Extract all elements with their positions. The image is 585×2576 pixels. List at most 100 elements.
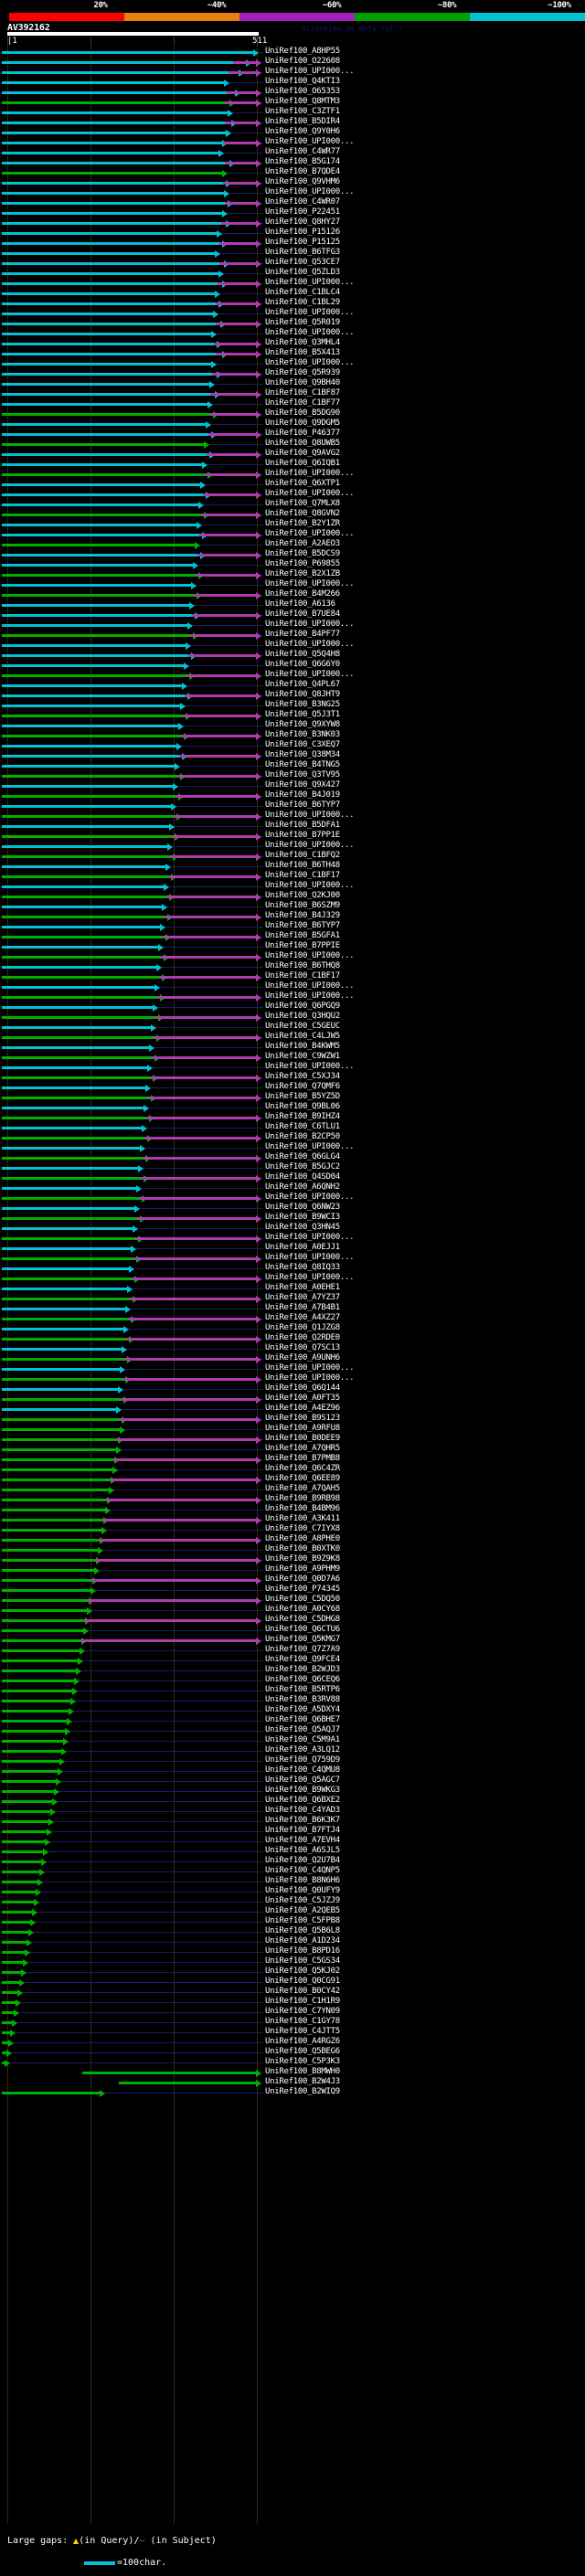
hit-row[interactable]: UniRef100_Q7Z7A9 — [0, 1645, 585, 1656]
hit-label[interactable]: UniRef100_Q3HN45 — [265, 1223, 340, 1232]
hit-label[interactable]: UniRef100_B4J329 — [265, 911, 340, 920]
hsp-bar[interactable] — [2, 1365, 125, 1373]
hit-row[interactable]: UniRef100_UPI000... — [0, 951, 585, 962]
hit-row[interactable]: UniRef100_B2CP50 — [0, 1132, 585, 1143]
hit-row[interactable]: UniRef100_UPI000... — [0, 1363, 585, 1374]
hit-row[interactable]: UniRef100_B6TYP7 — [0, 921, 585, 932]
hit-label[interactable]: UniRef100_B7PMB8 — [265, 1454, 340, 1463]
hit-label[interactable]: UniRef100_B6TH48 — [265, 861, 340, 870]
hit-row[interactable]: UniRef100_Q3TV95 — [0, 770, 585, 781]
hsp-bar[interactable] — [139, 1194, 261, 1203]
hsp-bar[interactable] — [2, 1405, 122, 1414]
hsp-bar[interactable] — [2, 1235, 144, 1243]
hit-row[interactable]: UniRef100_C5JZJ9 — [0, 1896, 585, 1907]
hit-label[interactable]: UniRef100_UPI000... — [265, 881, 355, 890]
hsp-bar[interactable] — [2, 943, 164, 951]
hsp-bar[interactable] — [2, 792, 184, 800]
hit-label[interactable]: UniRef100_C4QMU8 — [265, 1765, 340, 1775]
hit-label[interactable]: UniRef100_A5DXY4 — [265, 1705, 340, 1714]
hit-label[interactable]: UniRef100_B7PP1E — [265, 831, 340, 840]
hit-row[interactable]: UniRef100_B7QDE4 — [0, 167, 585, 178]
hit-label[interactable]: UniRef100_C1BF17 — [265, 871, 340, 880]
hit-row[interactable]: UniRef100_UPI000... — [0, 1253, 585, 1264]
hsp-bar[interactable] — [185, 692, 261, 700]
hit-row[interactable]: UniRef100_C1BF77 — [0, 398, 585, 409]
hit-label[interactable]: UniRef100_B8MWH0 — [265, 2067, 340, 2076]
hit-label[interactable]: UniRef100_A0CY68 — [265, 1605, 340, 1614]
hit-label[interactable]: UniRef100_C7YN09 — [265, 2007, 340, 2016]
hsp-bar[interactable] — [150, 1074, 261, 1082]
hit-row[interactable]: UniRef100_A0FT35 — [0, 1394, 585, 1405]
hsp-bar[interactable] — [2, 1898, 39, 1906]
hsp-bar[interactable] — [152, 1054, 261, 1062]
hsp-bar[interactable] — [2, 199, 233, 207]
hsp-bar[interactable] — [132, 1275, 261, 1283]
hsp-bar[interactable] — [128, 1315, 261, 1323]
hit-label[interactable]: UniRef100_Q5AQJ7 — [265, 1725, 340, 1734]
hit-label[interactable]: UniRef100_B5DFA1 — [265, 821, 340, 830]
hsp-bar[interactable] — [2, 1888, 41, 1896]
hit-row[interactable]: UniRef100_B2X1ZB — [0, 569, 585, 580]
hit-label[interactable]: UniRef100_C5GEUC — [265, 1022, 340, 1031]
hsp-bar[interactable] — [2, 2059, 10, 2067]
hit-label[interactable]: UniRef100_UPI000... — [265, 1373, 355, 1383]
hit-row[interactable]: UniRef100_B5RTP6 — [0, 1685, 585, 1696]
hit-row[interactable]: UniRef100_Q5ZLD3 — [0, 268, 585, 279]
hit-row[interactable]: UniRef100_Q2U7B4 — [0, 1856, 585, 1867]
hsp-bar[interactable] — [2, 1546, 103, 1554]
hsp-bar[interactable] — [233, 58, 261, 67]
hsp-bar[interactable] — [2, 1777, 61, 1786]
hit-label[interactable]: UniRef100_P15125 — [265, 238, 340, 247]
hit-row[interactable]: UniRef100_A0EHE1 — [0, 1283, 585, 1294]
hit-label[interactable]: UniRef100_P22451 — [265, 207, 340, 217]
hit-label[interactable]: UniRef100_Q8JHT9 — [265, 690, 340, 699]
hsp-bar[interactable] — [2, 672, 195, 680]
hsp-bar[interactable] — [135, 1235, 261, 1243]
hsp-bar[interactable] — [2, 591, 202, 599]
hsp-bar[interactable] — [2, 1757, 65, 1765]
hit-label[interactable]: UniRef100_UPI000... — [265, 67, 355, 76]
hsp-bar[interactable] — [126, 1335, 261, 1343]
hit-row[interactable]: UniRef100_Q9DGM5 — [0, 419, 585, 429]
hit-label[interactable]: UniRef100_O22608 — [265, 57, 340, 66]
hit-label[interactable]: UniRef100_B4KWM5 — [265, 1042, 340, 1051]
hsp-bar[interactable] — [203, 491, 261, 499]
hit-label[interactable]: UniRef100_B0CY42 — [265, 1987, 340, 1996]
hit-row[interactable]: UniRef100_Q7MLX8 — [0, 499, 585, 510]
hit-label[interactable]: UniRef100_A2QEB5 — [265, 1906, 340, 1915]
hit-label[interactable]: UniRef100_A4RGZ6 — [265, 2037, 340, 2046]
hsp-bar[interactable] — [141, 1174, 261, 1182]
hit-label[interactable]: UniRef100_A4EZ96 — [265, 1404, 340, 1413]
hsp-bar[interactable] — [2, 531, 207, 539]
hit-label[interactable]: UniRef100_UPI000... — [265, 1363, 355, 1373]
hsp-bar[interactable] — [2, 973, 167, 981]
hsp-bar[interactable] — [2, 2009, 19, 2017]
hit-row[interactable]: UniRef100_B0DEE9 — [0, 1434, 585, 1445]
hsp-bar[interactable] — [2, 249, 220, 258]
hit-label[interactable]: UniRef100_B3NG25 — [265, 700, 340, 709]
hit-label[interactable]: UniRef100_B2CP50 — [265, 1132, 340, 1141]
hit-label[interactable]: UniRef100_Q2KJ00 — [265, 891, 340, 900]
hsp-bar[interactable] — [2, 89, 240, 97]
hsp-bar[interactable] — [2, 1134, 153, 1142]
hit-row[interactable]: UniRef100_B9RB98 — [0, 1494, 585, 1505]
hsp-bar[interactable] — [2, 410, 218, 419]
hsp-bar[interactable] — [2, 99, 235, 107]
hit-row[interactable]: UniRef100_B5YZ5D — [0, 1092, 585, 1103]
hit-row[interactable]: UniRef100_Q8IQ33 — [0, 1263, 585, 1274]
hsp-bar[interactable] — [223, 139, 261, 147]
hit-row[interactable]: UniRef100_B9Z9K8 — [0, 1554, 585, 1565]
hit-label[interactable]: UniRef100_C5GS34 — [265, 1956, 340, 1966]
hsp-bar[interactable] — [2, 229, 222, 238]
hit-row[interactable]: UniRef100_Q6Q144 — [0, 1383, 585, 1394]
hit-label[interactable]: UniRef100_C3XEQ7 — [265, 740, 340, 749]
hit-label[interactable]: UniRef100_C1BF77 — [265, 398, 340, 408]
hit-row[interactable]: UniRef100_UPI000... — [0, 1193, 585, 1203]
hsp-bar[interactable] — [166, 893, 261, 901]
hit-label[interactable]: UniRef100_Q5AGC7 — [265, 1776, 340, 1785]
hit-label[interactable]: UniRef100_A9UNH6 — [265, 1353, 340, 1362]
hsp-bar[interactable] — [82, 2069, 261, 2077]
hit-label[interactable]: UniRef100_Q6G6Y0 — [265, 660, 340, 669]
hsp-bar[interactable] — [2, 853, 178, 861]
hit-label[interactable]: UniRef100_B7PPIE — [265, 941, 340, 950]
